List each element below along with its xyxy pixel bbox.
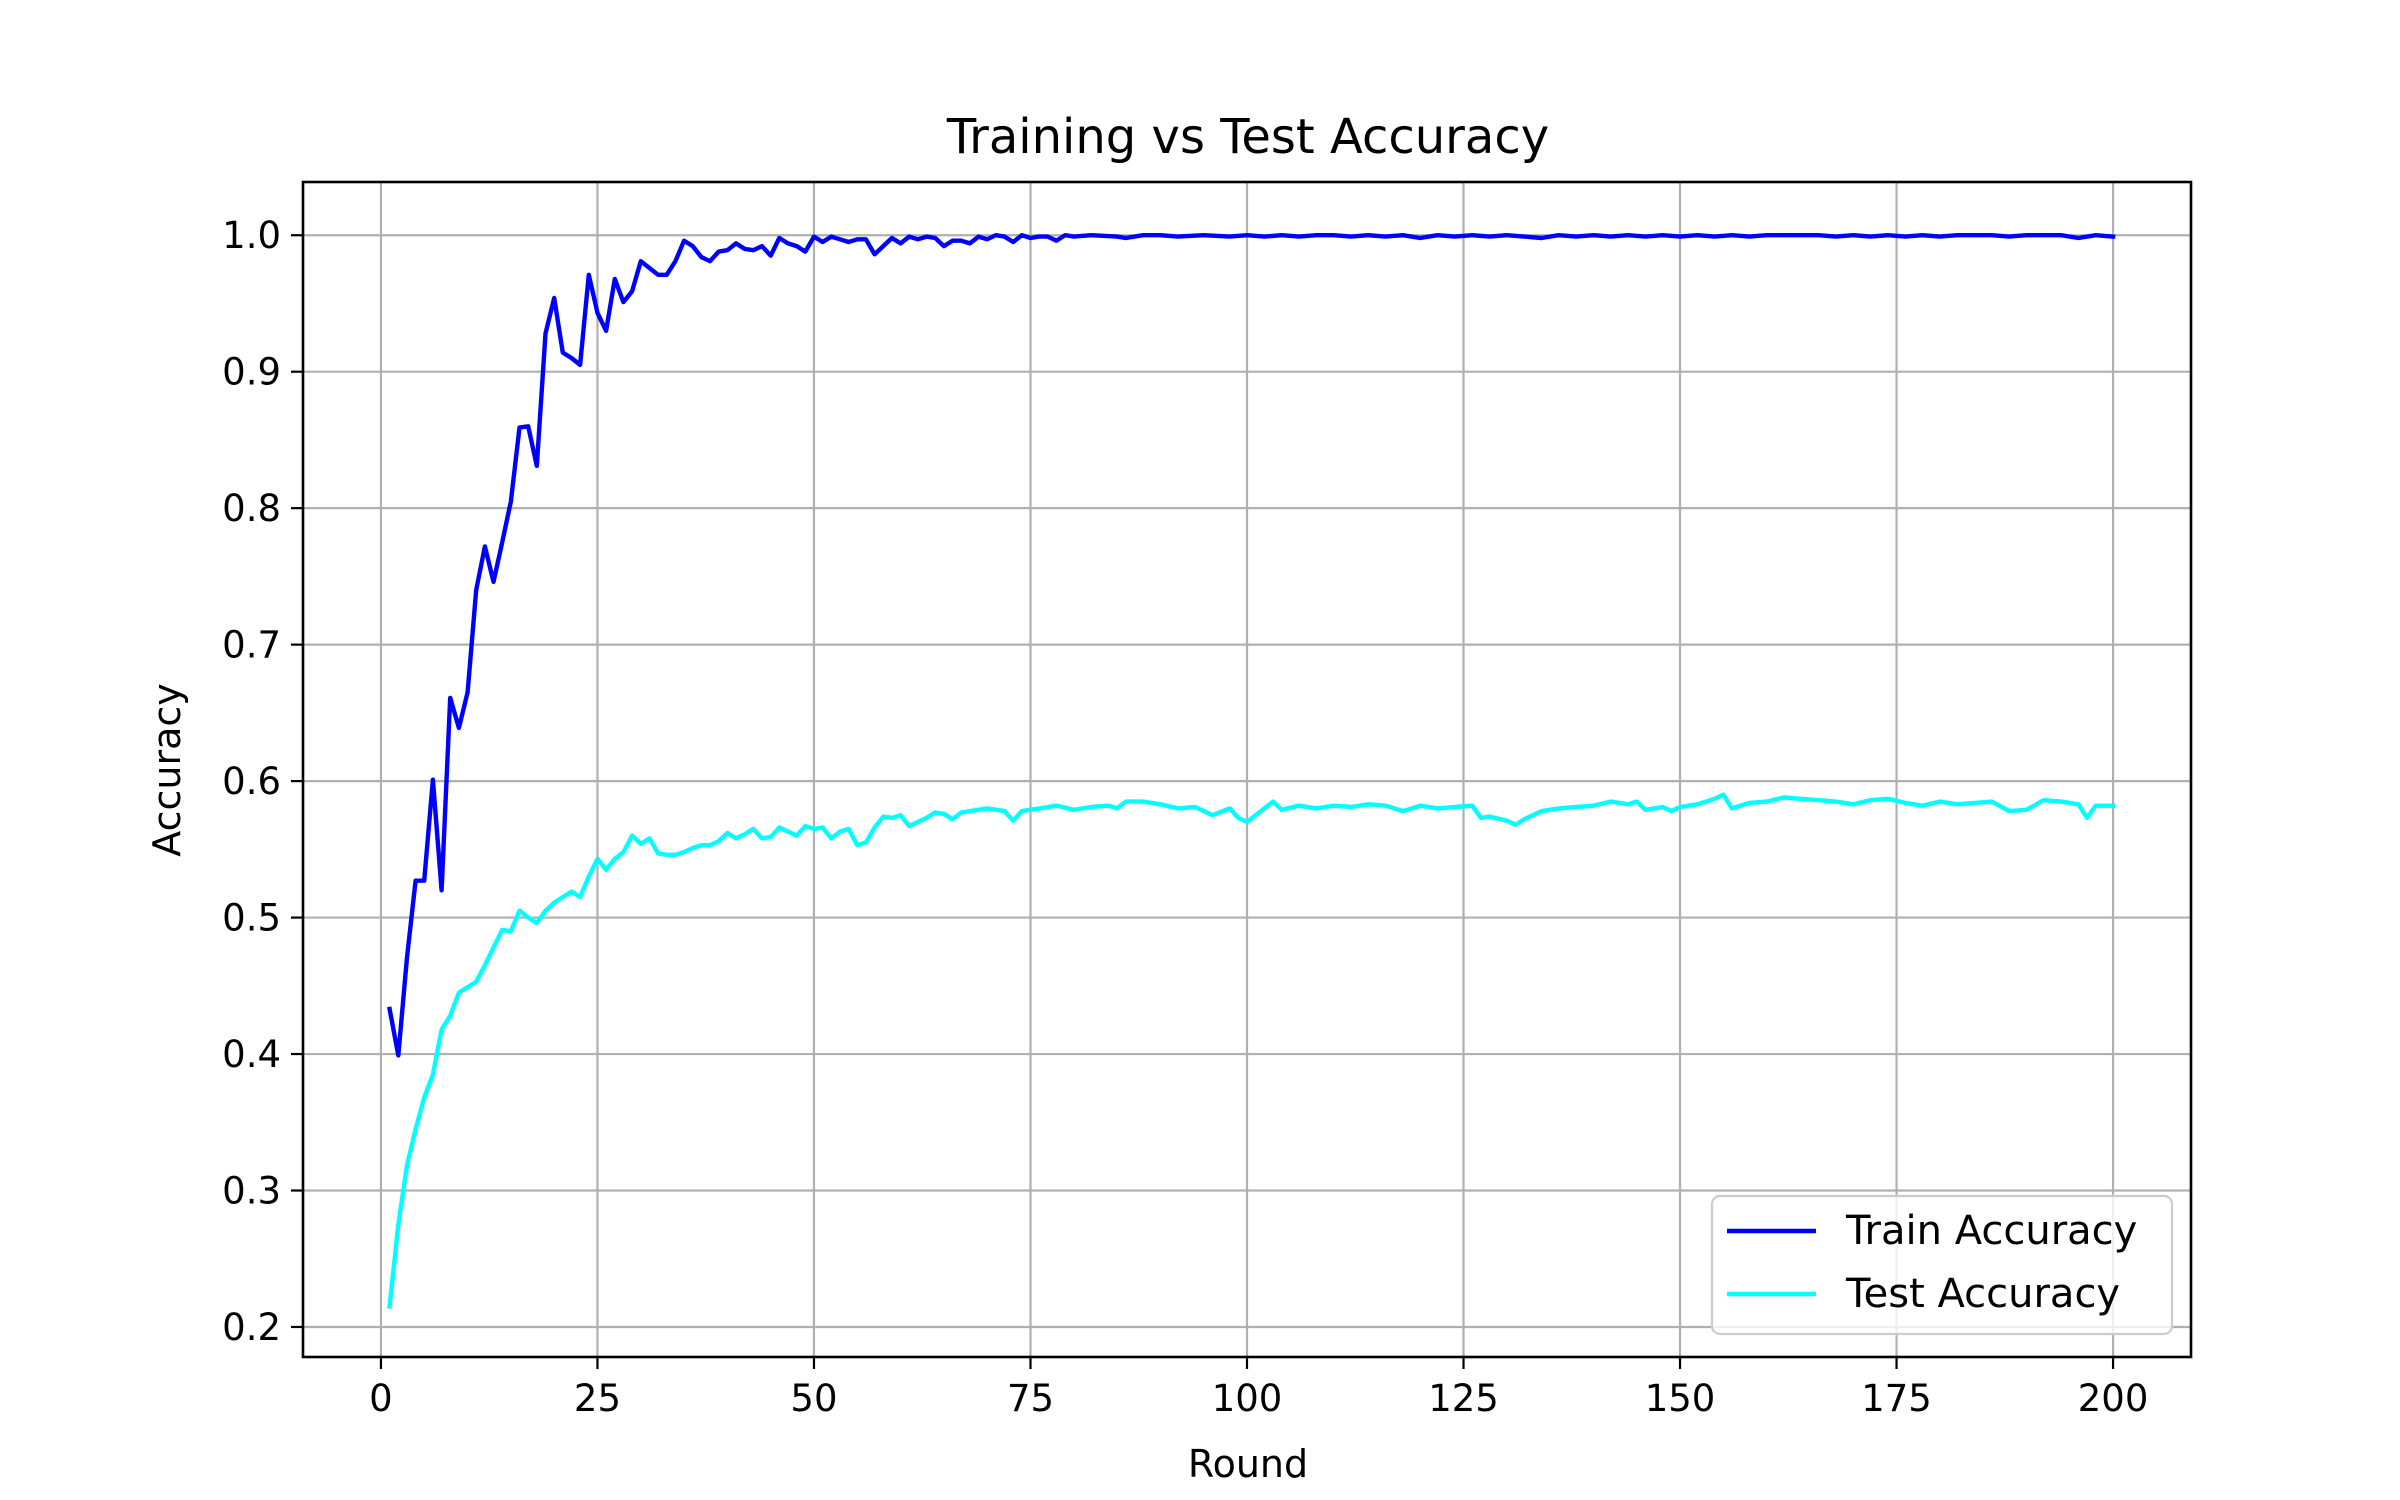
x-axis-label: Round xyxy=(1188,1442,1308,1486)
y-tick-label: 0.9 xyxy=(222,351,281,394)
x-tick-label: 25 xyxy=(574,1377,621,1420)
legend-label-train: Train Accuracy xyxy=(1845,1208,2137,1254)
y-tick-label: 0.3 xyxy=(222,1170,281,1213)
x-tick-label: 50 xyxy=(790,1377,837,1420)
x-tick-label: 100 xyxy=(1212,1377,1283,1420)
series-lines xyxy=(387,233,2116,1309)
y-tick-label: 1.0 xyxy=(222,214,281,257)
series-line-train-accuracy xyxy=(387,233,2116,1058)
x-tick-label: 175 xyxy=(1861,1377,1932,1420)
legend-box xyxy=(1710,1194,2174,1336)
axis-ticks: 0 25 50 75 100 125 150 175 200 0.2 0.3 0.4 0.5 0.6 0.7… xyxy=(222,214,2148,1420)
x-tick-label: 0 xyxy=(369,1377,393,1420)
x-tick-label: 75 xyxy=(1007,1377,1054,1420)
y-tick-label: 0.4 xyxy=(222,1033,281,1076)
legend-label-test: Test Accuracy xyxy=(1845,1271,2120,1317)
x-tick-label: 150 xyxy=(1645,1377,1716,1420)
y-tick-label: 0.5 xyxy=(222,897,281,940)
y-tick-label: 0.8 xyxy=(222,487,281,530)
legend: Train Accuracy Test Accuracy xyxy=(1710,1194,2174,1336)
y-tick-label: 0.7 xyxy=(222,624,281,667)
x-tick-label: 200 xyxy=(2078,1377,2149,1420)
series-line-test-accuracy xyxy=(387,792,2116,1309)
chart-title: Training vs Test Accuracy xyxy=(946,109,1549,165)
y-tick-label: 0.6 xyxy=(222,760,281,803)
x-tick-label: 125 xyxy=(1428,1377,1499,1420)
y-axis-label: Accuracy xyxy=(145,683,189,857)
y-tick-label: 0.2 xyxy=(222,1306,281,1349)
